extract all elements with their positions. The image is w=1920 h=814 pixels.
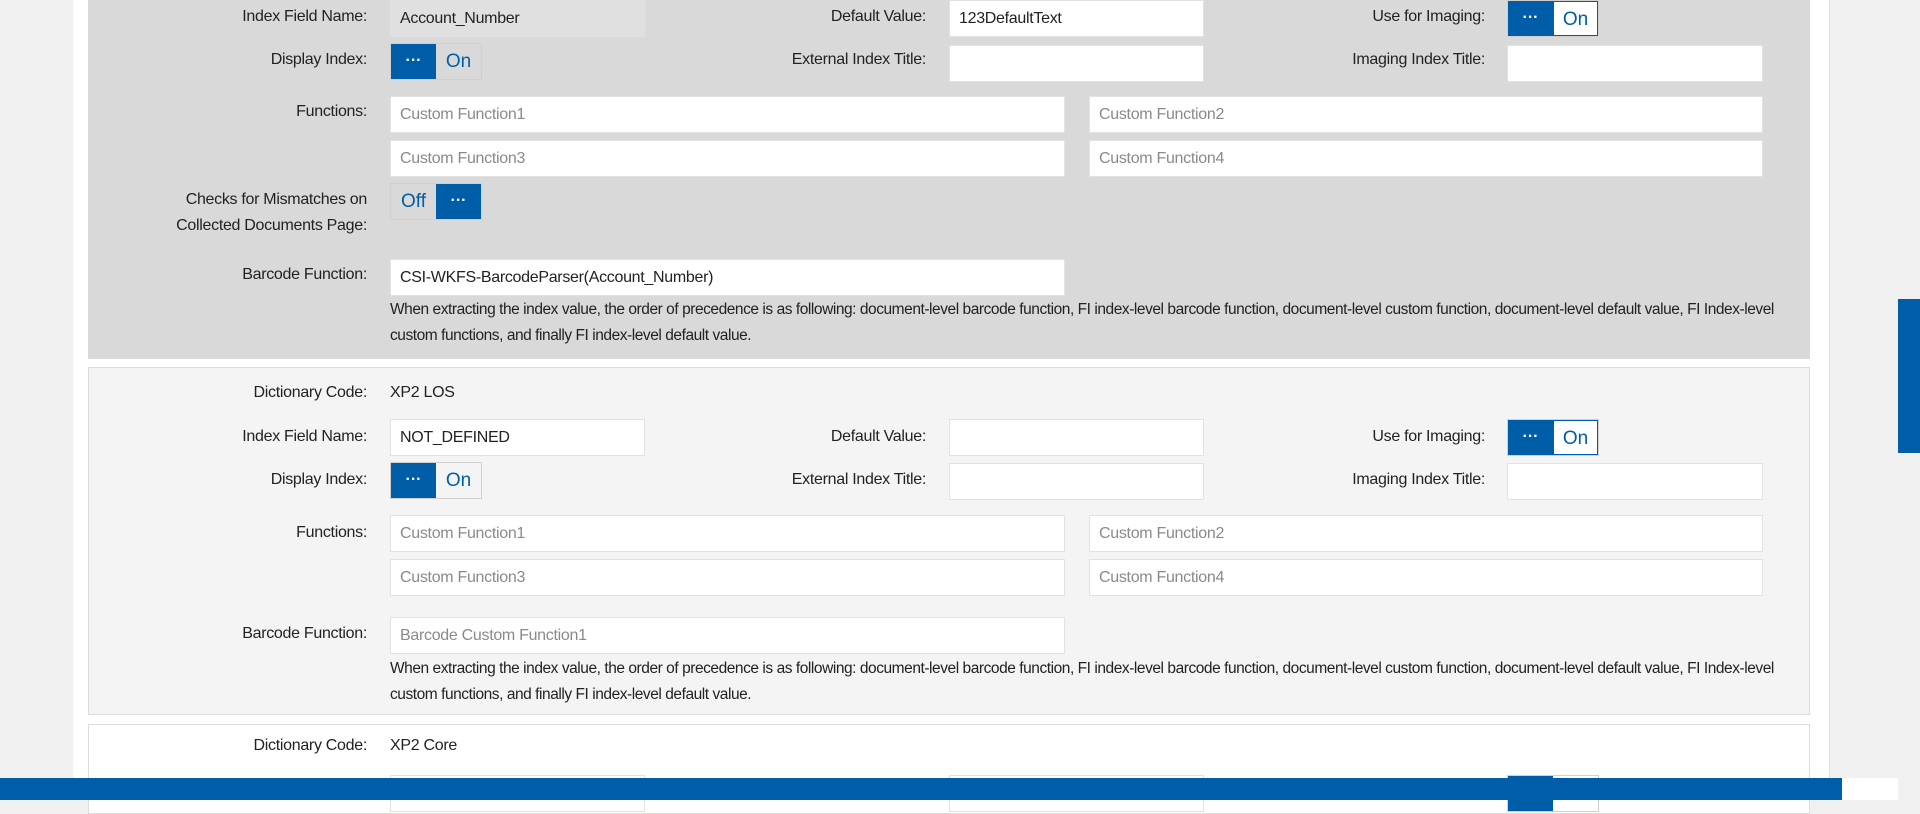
checks-mismatches-label: Checks for Mismatches on Collected Docum… [176, 187, 367, 239]
precedence-note: When extracting the index value, the ord… [390, 301, 1774, 344]
default-value-label: Default Value: [830, 428, 926, 445]
precedence-note: When extracting the index value, the ord… [390, 660, 1774, 703]
functions-label: Functions: [296, 103, 367, 120]
side-feedback-tab[interactable] [1898, 299, 1920, 453]
display-index-toggle[interactable]: ··· On [390, 43, 482, 80]
ellipsis-icon: ··· [391, 463, 436, 498]
external-index-title-input[interactable] [949, 45, 1204, 82]
index-field-name-label: Index Field Name: [242, 428, 367, 445]
imaging-index-title-label: Imaging Index Title: [1352, 51, 1485, 68]
bottom-bar-gap [1842, 778, 1898, 800]
barcode-function-label: Barcode Function: [242, 266, 367, 283]
use-for-imaging-label: Use for Imaging: [1372, 428, 1485, 445]
use-for-imaging-toggle[interactable]: ··· On [1507, 419, 1599, 456]
imaging-index-title-label: Imaging Index Title: [1352, 471, 1485, 488]
use-for-imaging-label: Use for Imaging: [1372, 8, 1485, 25]
custom-function-3-input[interactable]: Custom Function3 [390, 140, 1065, 177]
toggle-state: On [1552, 1, 1598, 36]
dictionary-code-value: XP2 LOS [390, 384, 455, 401]
checks-label-line1: Checks for Mismatches on [185, 191, 368, 208]
page-content: Index Field Name: Account_Number Default… [73, 0, 1830, 814]
imaging-index-title-input[interactable] [1507, 463, 1763, 500]
toggle-state: On [1552, 420, 1598, 455]
index-field-name-input[interactable]: Account_Number [390, 0, 645, 37]
external-index-title-input[interactable] [949, 463, 1204, 500]
checks-mismatches-toggle[interactable]: Off ··· [390, 183, 482, 220]
default-value-input[interactable]: 123DefaultText [949, 0, 1204, 37]
use-for-imaging-toggle[interactable]: ··· On [1507, 0, 1599, 37]
custom-function-1-input[interactable]: Custom Function1 [390, 515, 1065, 552]
barcode-function-label: Barcode Function: [242, 625, 367, 642]
custom-function-3-input[interactable]: Custom Function3 [390, 559, 1065, 596]
functions-label: Functions: [296, 524, 367, 541]
ellipsis-icon: ··· [391, 44, 436, 79]
dictionary-code-value: XP2 Core [390, 737, 457, 754]
custom-function-4-input[interactable]: Custom Function4 [1089, 559, 1763, 596]
toggle-state: Off [401, 191, 426, 212]
barcode-function-input[interactable]: CSI-WKFS-BarcodeParser(Account_Number) [390, 259, 1065, 296]
ellipsis-icon: ··· [1508, 1, 1553, 36]
index-panel-xp2-core: Dictionary Code: XP2 Core [88, 724, 1810, 814]
index-panel-xp2-los: Dictionary Code: XP2 LOS Index Field Nam… [88, 367, 1810, 715]
ellipsis-icon: ··· [1508, 420, 1553, 455]
bottom-action-bar [0, 778, 1842, 800]
ellipsis-icon: ··· [436, 184, 481, 219]
index-field-name-input[interactable]: NOT_DEFINED [390, 419, 645, 456]
display-index-label: Display Index: [270, 51, 368, 68]
external-index-title-label: External Index Title: [791, 51, 927, 68]
custom-function-1-input[interactable]: Custom Function1 [390, 96, 1065, 133]
custom-function-2-input[interactable]: Custom Function2 [1089, 515, 1763, 552]
checks-label-line2: Collected Documents Page: [176, 217, 367, 234]
display-index-toggle[interactable]: ··· On [390, 462, 482, 499]
custom-function-2-input[interactable]: Custom Function2 [1089, 96, 1763, 133]
index-panel-account-number: Index Field Name: Account_Number Default… [88, 0, 1810, 359]
default-value-label: Default Value: [830, 8, 926, 25]
dictionary-code-label: Dictionary Code: [253, 384, 368, 401]
index-field-name-label: Index Field Name: [242, 8, 367, 25]
custom-function-4-input[interactable]: Custom Function4 [1089, 140, 1763, 177]
default-value-input[interactable] [949, 419, 1204, 456]
barcode-function-input[interactable]: Barcode Custom Function1 [390, 617, 1065, 654]
toggle-state: On [445, 51, 472, 72]
imaging-index-title-input[interactable] [1507, 45, 1763, 82]
display-index-label: Display Index: [270, 471, 368, 488]
toggle-state: On [445, 470, 472, 491]
dictionary-code-label: Dictionary Code: [253, 737, 368, 754]
external-index-title-label: External Index Title: [791, 471, 927, 488]
